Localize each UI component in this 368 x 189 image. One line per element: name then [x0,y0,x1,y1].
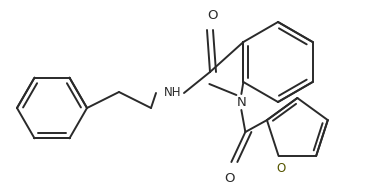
Text: O: O [224,172,235,185]
Text: O: O [207,9,217,22]
Text: NH: NH [164,85,181,98]
Text: O: O [276,162,285,175]
Text: N: N [237,95,246,108]
